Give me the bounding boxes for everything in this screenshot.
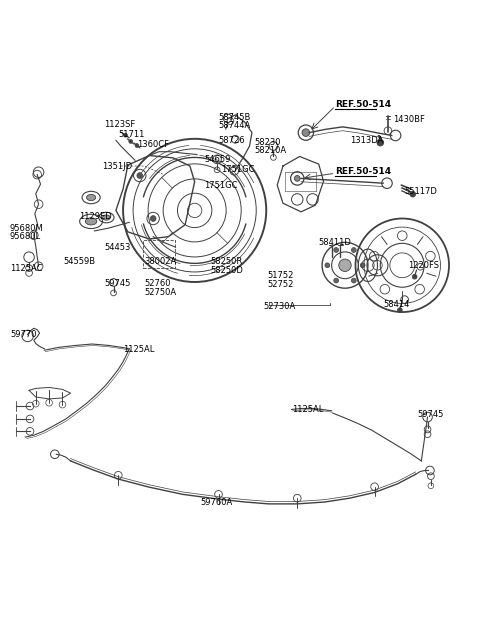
Circle shape: [351, 278, 356, 283]
Text: 54453: 54453: [104, 243, 131, 252]
Text: 51711: 51711: [118, 130, 144, 139]
Bar: [143, 240, 175, 268]
Circle shape: [360, 263, 365, 268]
Text: 58230: 58230: [254, 138, 281, 147]
Text: REF.50-514: REF.50-514: [336, 100, 392, 109]
Text: 1430BF: 1430BF: [393, 115, 425, 124]
Text: 52730A: 52730A: [263, 302, 295, 311]
Text: 59745: 59745: [418, 410, 444, 419]
Circle shape: [397, 308, 402, 312]
Text: 52752: 52752: [268, 280, 294, 289]
Text: 1751GC: 1751GC: [221, 165, 254, 174]
Circle shape: [334, 248, 338, 252]
Text: 54659: 54659: [204, 155, 230, 164]
Text: 95680L: 95680L: [10, 232, 41, 241]
Text: 1360CF: 1360CF: [137, 140, 169, 148]
Circle shape: [137, 173, 143, 178]
Text: 1129ED: 1129ED: [79, 212, 112, 221]
Text: 55117D: 55117D: [405, 187, 437, 197]
Circle shape: [294, 175, 300, 182]
Text: 51752: 51752: [268, 271, 294, 280]
Text: 1220FS: 1220FS: [408, 261, 440, 270]
Circle shape: [123, 133, 127, 137]
Text: 1751GC: 1751GC: [204, 181, 238, 190]
Circle shape: [135, 143, 139, 147]
Text: REF.50-514: REF.50-514: [336, 167, 392, 177]
Text: 1123SF: 1123SF: [104, 120, 135, 129]
Text: 58745B: 58745B: [218, 113, 251, 122]
Text: 1313DA: 1313DA: [350, 136, 383, 145]
Text: 58250R: 58250R: [210, 257, 243, 267]
Ellipse shape: [85, 218, 97, 225]
Text: 59745: 59745: [104, 279, 131, 288]
Circle shape: [129, 140, 132, 143]
Text: 95680M: 95680M: [10, 224, 44, 233]
Text: 1351JD: 1351JD: [102, 163, 132, 172]
Circle shape: [412, 274, 417, 279]
Ellipse shape: [86, 195, 96, 200]
Circle shape: [410, 192, 416, 197]
Circle shape: [325, 263, 330, 268]
Text: 59760A: 59760A: [201, 498, 233, 507]
Text: 58726: 58726: [218, 136, 245, 145]
Circle shape: [377, 140, 384, 146]
Text: 58250D: 58250D: [210, 265, 243, 275]
Circle shape: [302, 129, 310, 136]
Circle shape: [351, 248, 356, 252]
Text: 52760: 52760: [144, 279, 171, 288]
Circle shape: [339, 259, 351, 272]
Text: 58414: 58414: [383, 300, 409, 309]
Text: 38002A: 38002A: [144, 257, 177, 266]
Circle shape: [334, 278, 338, 283]
Circle shape: [150, 215, 156, 222]
Text: 58210A: 58210A: [254, 146, 287, 155]
Text: 59770: 59770: [10, 331, 36, 339]
Text: 52750A: 52750A: [144, 287, 177, 297]
Text: 54559B: 54559B: [63, 257, 96, 266]
Text: 1125AL: 1125AL: [292, 406, 324, 414]
Text: 1125AC: 1125AC: [10, 264, 42, 273]
Text: 58411D: 58411D: [319, 238, 352, 247]
Text: 1125AL: 1125AL: [123, 346, 155, 354]
Text: 58744A: 58744A: [218, 121, 251, 130]
Ellipse shape: [103, 215, 110, 220]
